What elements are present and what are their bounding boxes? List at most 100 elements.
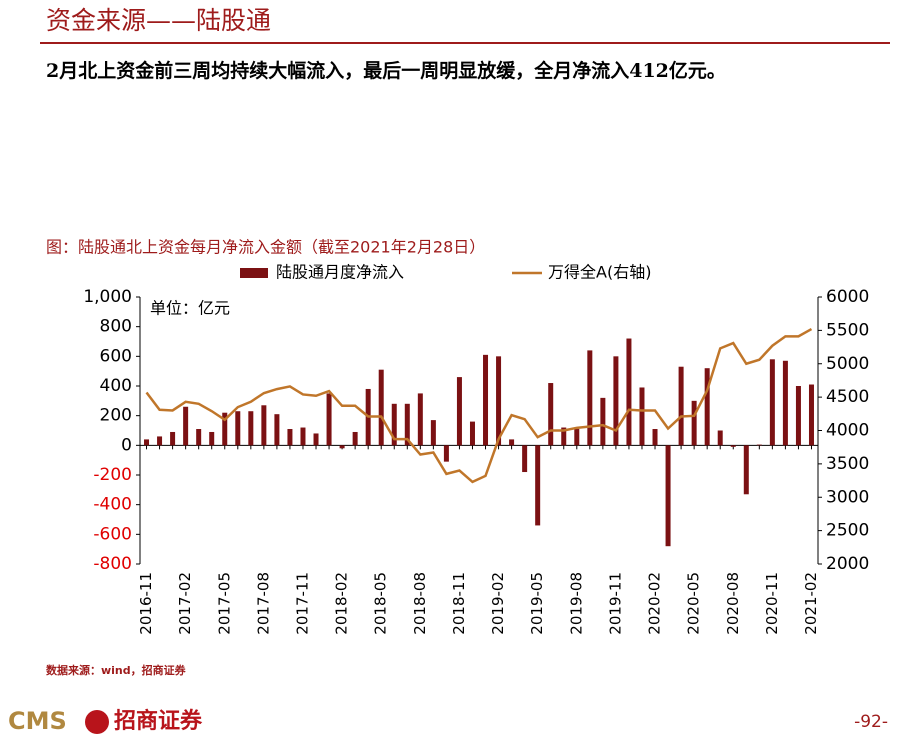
legend-swatch (240, 268, 268, 278)
bar (209, 431, 215, 446)
bar (222, 412, 228, 446)
text-box: 2月北上资金前三周均持续大幅流入，最后一周明显放缓，全月净流入412亿元。 (46, 60, 726, 82)
y-tick-label: 200 (100, 406, 132, 426)
x-tick-label: 2016-11 (137, 572, 155, 635)
bar (391, 403, 397, 446)
x-tick-label: 2019-05 (528, 572, 546, 635)
bar (339, 445, 345, 449)
y-tick-label: -800 (93, 554, 132, 574)
bar (678, 366, 684, 446)
bar (574, 429, 580, 446)
bar (795, 386, 801, 446)
bar (717, 430, 723, 446)
bar (326, 393, 332, 446)
bar (378, 369, 384, 446)
bar (274, 414, 280, 446)
bar (665, 445, 671, 547)
bar (756, 444, 762, 446)
bar (509, 439, 515, 446)
bar (248, 411, 254, 446)
bar (404, 403, 410, 446)
y2-tick-label: 2000 (826, 554, 869, 574)
bar (704, 368, 710, 446)
logo-icon (85, 710, 109, 734)
bar (417, 393, 423, 446)
legend-label: 万得全A(右轴) (548, 263, 651, 282)
bar (170, 431, 176, 446)
x-tick-label: 2019-08 (567, 572, 585, 635)
chart-title: 图：陆股通北上资金每月净流入金额（截至2021年2月28日） (46, 238, 485, 257)
bar (652, 429, 658, 446)
line (145, 327, 813, 484)
bar (157, 436, 163, 446)
y2-tick-label: 3000 (826, 487, 869, 507)
bar (430, 420, 436, 446)
logo: CMS (8, 707, 67, 735)
bar (600, 397, 606, 446)
x-tick-label: 2019-02 (489, 572, 507, 635)
x-tick-label: 2020-08 (724, 572, 742, 635)
bar (535, 445, 541, 526)
heading: 资金来源——陆股通 (46, 6, 271, 35)
bar (561, 427, 567, 446)
bar (626, 338, 632, 446)
y2-tick-label: 5500 (826, 320, 869, 340)
x-tick-label: 2020-02 (646, 572, 664, 635)
bar (313, 433, 319, 446)
x-tick-label: 2019-11 (606, 572, 624, 635)
y2-tick-label: 4000 (826, 421, 869, 441)
legend-label: 陆股通月度净流入 (276, 263, 404, 282)
y2-tick-label: 4500 (826, 387, 869, 407)
bar (183, 406, 189, 446)
bar (769, 359, 775, 446)
bar (483, 354, 489, 446)
bar (235, 411, 241, 446)
x-tick-label: 2018-11 (450, 572, 468, 635)
x-tick-label: 2018-02 (333, 572, 351, 635)
bar (587, 350, 593, 446)
bar (522, 445, 528, 473)
bar (352, 431, 358, 446)
y-tick-label: -200 (93, 465, 132, 485)
y-tick-label: 600 (100, 346, 132, 366)
x-tick-label: 2020-11 (763, 572, 781, 635)
y2-tick-label: 2500 (826, 521, 869, 541)
bar (300, 427, 306, 446)
bar (613, 356, 619, 446)
y-tick-label: -600 (93, 524, 132, 544)
bar (743, 445, 749, 495)
bar (730, 445, 736, 447)
bar (808, 384, 814, 446)
x-tick-label: 2017-05 (215, 572, 233, 635)
x-tick-label: 2018-05 (372, 572, 390, 635)
y-tick-label: 0 (121, 435, 132, 455)
bar (196, 429, 202, 446)
source: 数据来源：wind，招商证券 (46, 663, 187, 677)
y2-tick-label: 3500 (826, 454, 869, 474)
bar (639, 387, 645, 446)
bar (261, 405, 267, 446)
annotation: 单位：亿元 (150, 299, 230, 318)
x-tick-label: 2018-08 (411, 572, 429, 635)
bar (456, 377, 462, 446)
y-tick-label: 400 (100, 376, 132, 396)
bar (548, 383, 554, 446)
bar (782, 360, 788, 446)
x-tick-label: 2017-08 (254, 572, 272, 635)
y-tick-label: 800 (100, 317, 132, 337)
bar (691, 400, 697, 446)
bar (496, 356, 502, 446)
x-tick-label: 2017-11 (293, 572, 311, 635)
y-tick-label: -400 (93, 495, 132, 515)
page-number: -92- (854, 712, 888, 732)
y2-tick-label: 5000 (826, 354, 869, 374)
bar (144, 439, 150, 446)
x-tick-label: 2020-05 (685, 572, 703, 635)
bar (287, 429, 293, 446)
brand: 招商证券 (114, 708, 203, 734)
y-tick-label: 1,000 (83, 287, 132, 307)
x-tick-label: 2021-02 (802, 572, 820, 635)
y2-tick-label: 6000 (826, 287, 869, 307)
